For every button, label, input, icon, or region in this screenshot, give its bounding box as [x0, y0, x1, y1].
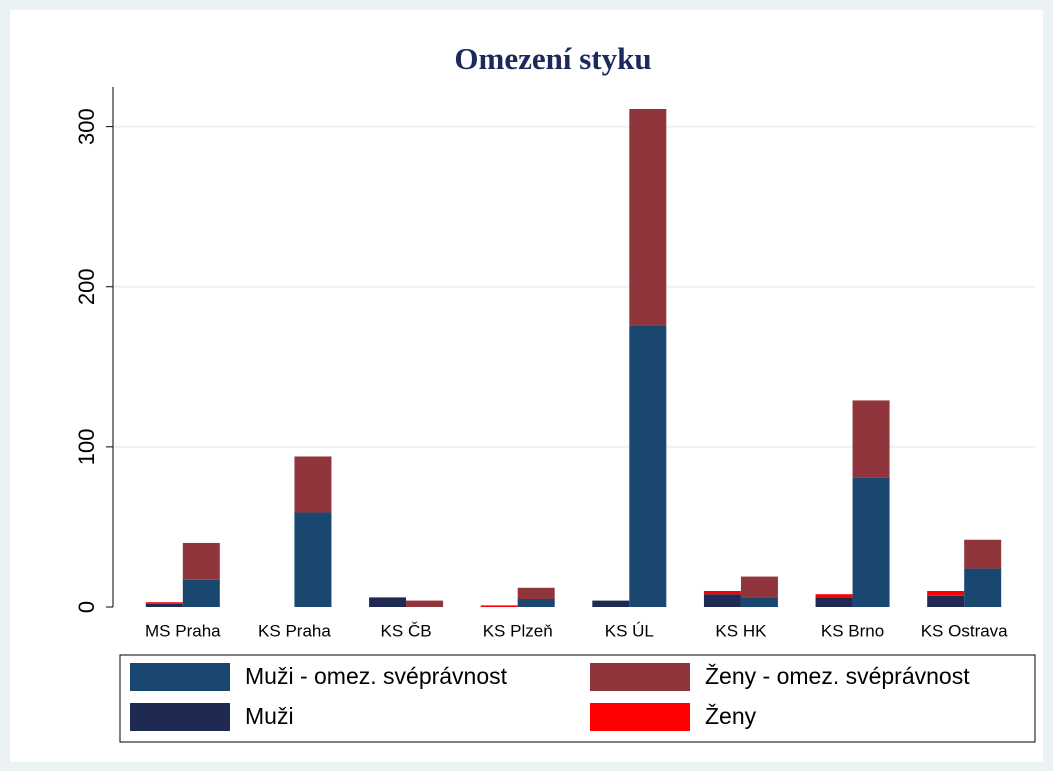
x-tick-label: KS Praha: [258, 621, 331, 640]
legend: [119, 654, 1036, 743]
bar-segment: [703, 590, 741, 595]
legend-label: Ženy - omez. svéprávnost: [705, 663, 970, 689]
bar-segment: [629, 109, 667, 326]
y-tick-label: 100: [74, 429, 99, 466]
bar-segment: [182, 542, 220, 580]
x-tick-label: KS Plzeň: [483, 621, 553, 640]
bar-segment: [703, 594, 741, 607]
legend-label: Muži: [245, 703, 294, 729]
graph-region: [10, 10, 1043, 762]
bar-segment: [927, 595, 965, 607]
bar-segment: [964, 539, 1002, 569]
legend-label: Ženy: [705, 703, 757, 729]
legend-swatch: [590, 703, 690, 731]
bar-segment: [145, 603, 183, 607]
legend-label: Muži - omez. svéprávnost: [245, 663, 508, 689]
bar-segment: [629, 325, 667, 607]
y-tick-label: 300: [74, 108, 99, 145]
bar-segment: [145, 602, 183, 604]
bar-segment: [852, 400, 890, 478]
x-tick-label: KS Ostrava: [921, 621, 1008, 640]
bar-segment: [964, 568, 1002, 607]
bar-segment: [815, 597, 853, 607]
bar-segment: [182, 579, 220, 607]
x-tick-label: MS Praha: [145, 621, 221, 640]
x-tick-label: KS HK: [715, 621, 767, 640]
legend-swatch: [130, 663, 230, 691]
bar-segment: [517, 587, 555, 599]
x-tick-label: KS ÚL: [605, 621, 654, 640]
bar-segment: [517, 598, 555, 607]
bar-segment: [294, 456, 332, 513]
bar-segment: [406, 600, 444, 607]
bar-segment: [592, 600, 630, 607]
bar-segment: [852, 477, 890, 607]
x-tick-label: KS Brno: [821, 621, 884, 640]
bar-segment: [740, 597, 778, 607]
bar-segment: [740, 576, 778, 598]
bar-segment: [369, 597, 407, 607]
y-tick-label: 200: [74, 268, 99, 305]
chart-title: Omezení styku: [454, 41, 651, 76]
bar-segment: [480, 605, 518, 607]
bar-segment: [927, 590, 965, 596]
x-tick-label: KS ČB: [381, 621, 432, 640]
y-tick-label: 0: [74, 601, 99, 613]
legend-swatch: [590, 663, 690, 691]
legend-swatch: [130, 703, 230, 731]
bar-segment: [294, 512, 332, 607]
bar-segment: [815, 594, 853, 598]
